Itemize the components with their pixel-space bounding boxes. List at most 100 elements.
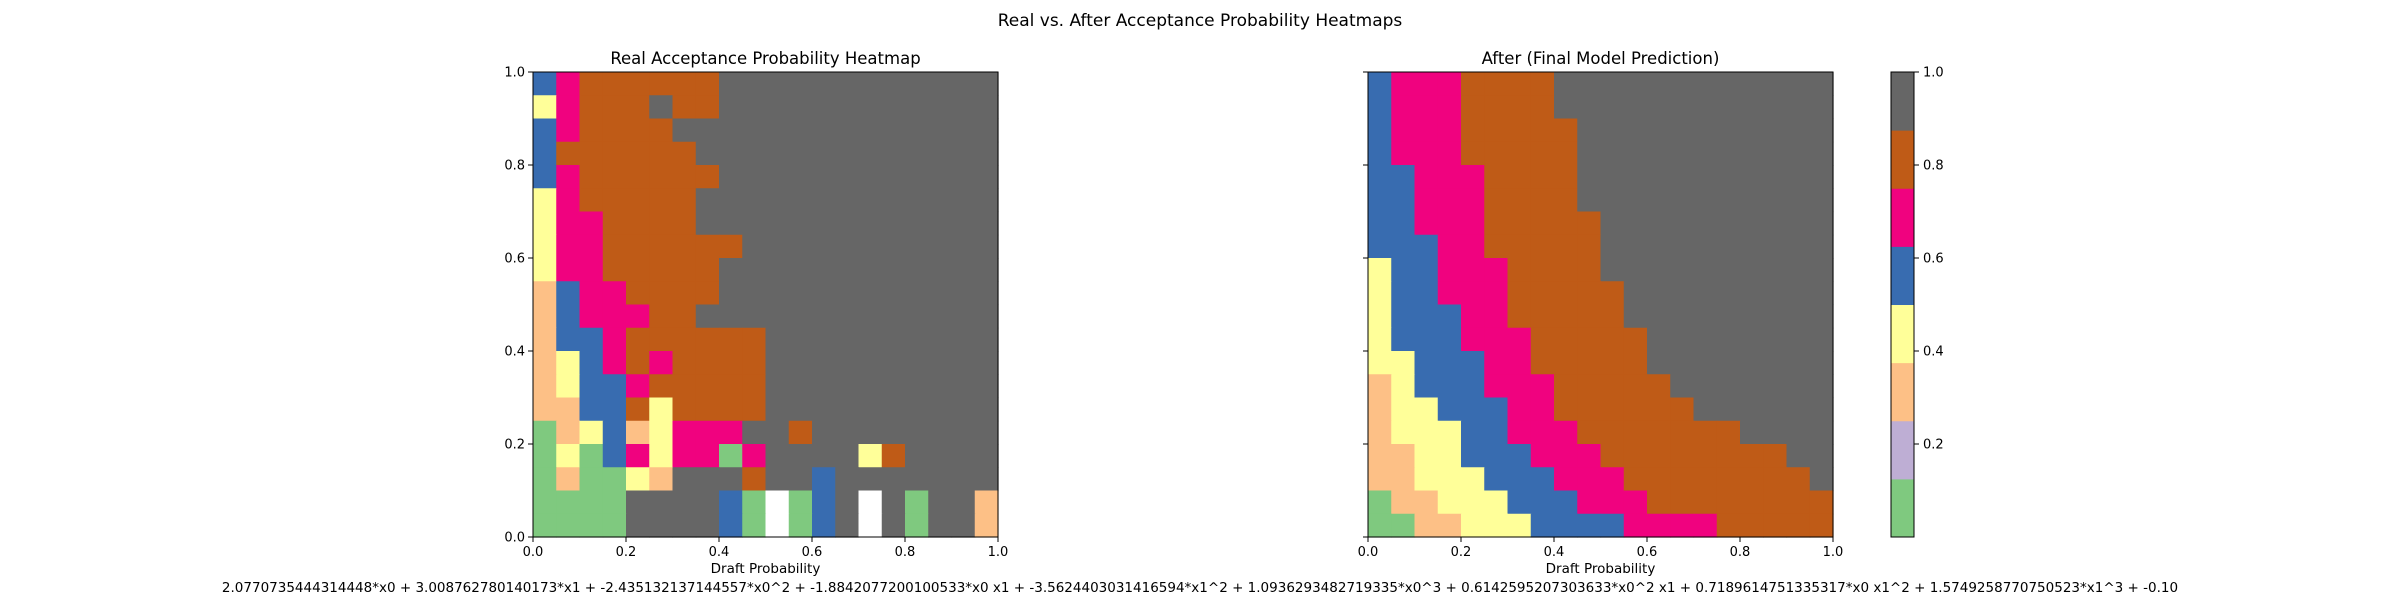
heatmap-cell bbox=[1577, 118, 1602, 143]
heatmap-cell bbox=[1437, 118, 1462, 143]
heatmap-cell bbox=[1693, 141, 1718, 166]
heatmap-cell bbox=[695, 467, 720, 492]
heatmap-cell bbox=[533, 234, 557, 259]
heatmap-cell bbox=[1647, 95, 1671, 120]
heatmap-cell bbox=[1530, 188, 1555, 213]
heatmap-cell bbox=[719, 490, 743, 515]
heatmap-cell bbox=[695, 165, 720, 189]
heatmap-cell bbox=[626, 72, 650, 96]
heatmap-cell bbox=[649, 211, 674, 236]
heatmap-cell bbox=[858, 211, 883, 236]
heatmap-cell bbox=[649, 304, 674, 329]
heatmap-cell bbox=[928, 513, 953, 538]
heatmap-cell bbox=[1716, 304, 1741, 329]
heatmap-cell bbox=[905, 234, 929, 259]
heatmap-cell bbox=[626, 397, 650, 422]
heatmap-cell bbox=[626, 118, 650, 143]
heatmap-cell bbox=[672, 188, 697, 213]
heatmap-cell bbox=[1693, 165, 1718, 189]
heatmap-cell bbox=[1740, 95, 1764, 120]
heatmap-cell bbox=[649, 281, 674, 306]
heatmap-cell bbox=[1507, 374, 1532, 399]
heatmap-cell bbox=[881, 327, 906, 352]
heatmap-cell bbox=[1600, 72, 1625, 96]
heatmap-cell bbox=[1391, 513, 1416, 538]
heatmap-cell bbox=[858, 513, 883, 538]
heatmap-cell bbox=[765, 397, 790, 422]
heatmap-cell bbox=[649, 95, 674, 120]
heatmap-cell bbox=[1530, 118, 1555, 143]
heatmap-cell bbox=[1763, 118, 1788, 143]
heatmap-cell bbox=[1461, 444, 1485, 468]
heatmap-cell bbox=[1786, 118, 1811, 143]
heatmap-cell bbox=[1716, 490, 1741, 515]
heatmap-cell bbox=[719, 188, 743, 213]
heatmap-cell bbox=[626, 188, 650, 213]
heatmap-cell bbox=[835, 258, 860, 282]
heatmap-cell bbox=[1484, 513, 1509, 538]
heatmap-cell bbox=[533, 444, 557, 468]
heatmap-cell bbox=[1623, 165, 1648, 189]
heatmap-cell bbox=[1670, 444, 1695, 468]
heatmap-cell bbox=[1786, 281, 1811, 306]
heatmap-cell bbox=[1809, 397, 1834, 422]
heatmap-cell bbox=[695, 258, 720, 282]
heatmap-cell bbox=[835, 118, 860, 143]
heatmap-cell bbox=[1670, 95, 1695, 120]
heatmap-cell bbox=[788, 281, 813, 306]
heatmap-cell bbox=[974, 327, 999, 352]
colorbar-segment bbox=[1891, 72, 1914, 131]
heatmap-cell bbox=[835, 188, 860, 213]
heatmap-cell bbox=[1368, 281, 1392, 306]
heatmap-cell bbox=[1554, 281, 1578, 306]
heatmap-cell bbox=[1623, 258, 1648, 282]
heatmap-cell bbox=[905, 490, 929, 515]
heatmap-cell bbox=[719, 141, 743, 166]
heatmap-cell bbox=[1647, 211, 1671, 236]
heatmap-cell bbox=[1484, 467, 1509, 492]
heatmap-cell bbox=[649, 351, 674, 375]
heatmap-cell bbox=[1693, 467, 1718, 492]
heatmap-cell bbox=[1647, 513, 1671, 538]
heatmap-cell bbox=[1740, 397, 1764, 422]
heatmap-cell bbox=[695, 327, 720, 352]
heatmap-cell bbox=[1414, 327, 1439, 352]
heatmap-cell bbox=[1530, 95, 1555, 120]
heatmap-cell bbox=[881, 374, 906, 399]
heatmap-cell bbox=[1809, 467, 1834, 492]
heatmap-cell bbox=[974, 211, 999, 236]
heatmap-cell bbox=[1414, 141, 1439, 166]
heatmap-cell bbox=[1554, 165, 1578, 189]
heatmap-cell bbox=[1530, 397, 1555, 422]
heatmap-cell bbox=[556, 211, 581, 236]
formula-text: 2.0770735444314448*x0 + 3.00876278014017… bbox=[222, 580, 2178, 596]
heatmap-cell bbox=[905, 258, 929, 282]
heatmap-cell bbox=[1530, 467, 1555, 492]
heatmap-cell bbox=[951, 467, 976, 492]
heatmap-cell bbox=[1693, 188, 1718, 213]
heatmap-cell bbox=[1600, 420, 1625, 445]
heatmap-cell bbox=[1368, 141, 1392, 166]
heatmap-cell bbox=[1484, 141, 1509, 166]
heatmap-cell bbox=[1484, 72, 1509, 96]
heatmap-cell bbox=[974, 234, 999, 259]
heatmap-cell bbox=[858, 141, 883, 166]
heatmap-cell bbox=[1623, 234, 1648, 259]
heatmap-cell bbox=[1716, 444, 1741, 468]
heatmap-cell bbox=[719, 420, 743, 445]
heatmap-cell bbox=[672, 490, 697, 515]
heatmap-cell bbox=[719, 327, 743, 352]
heatmap-cell bbox=[1437, 188, 1462, 213]
heatmap-cell bbox=[1507, 95, 1532, 120]
heatmap-cell bbox=[742, 304, 767, 329]
heatmap-cell bbox=[1716, 327, 1741, 352]
heatmap-cell bbox=[881, 467, 906, 492]
heatmap-cell bbox=[812, 397, 836, 422]
colorbar-tick-label: 0.8 bbox=[1923, 159, 1944, 174]
heatmap-cell bbox=[1600, 165, 1625, 189]
heatmap-cell bbox=[1693, 234, 1718, 259]
heatmap-cell bbox=[533, 467, 557, 492]
heatmap-cell bbox=[788, 141, 813, 166]
heatmap-cell bbox=[905, 351, 929, 375]
heatmap-cell bbox=[1391, 397, 1416, 422]
